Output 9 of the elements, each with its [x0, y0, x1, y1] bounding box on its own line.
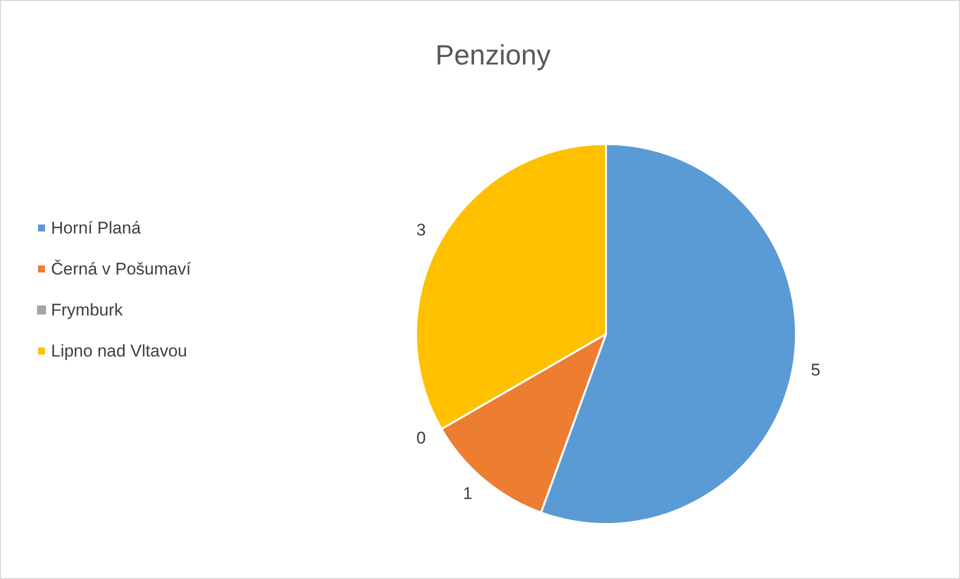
legend-label: Frymburk	[51, 300, 124, 320]
text: 0	[416, 428, 426, 448]
data-label: 5	[810, 360, 820, 380]
data-label: 1	[462, 484, 472, 503]
legend-label: Lipno nad Vltavou	[51, 342, 188, 360]
legend-label: Horní Planá	[51, 218, 142, 238]
legend-label: Černá v Pošumaví	[51, 260, 192, 278]
data-label: 3	[416, 220, 426, 240]
chart-title: Penziony	[435, 40, 551, 70]
